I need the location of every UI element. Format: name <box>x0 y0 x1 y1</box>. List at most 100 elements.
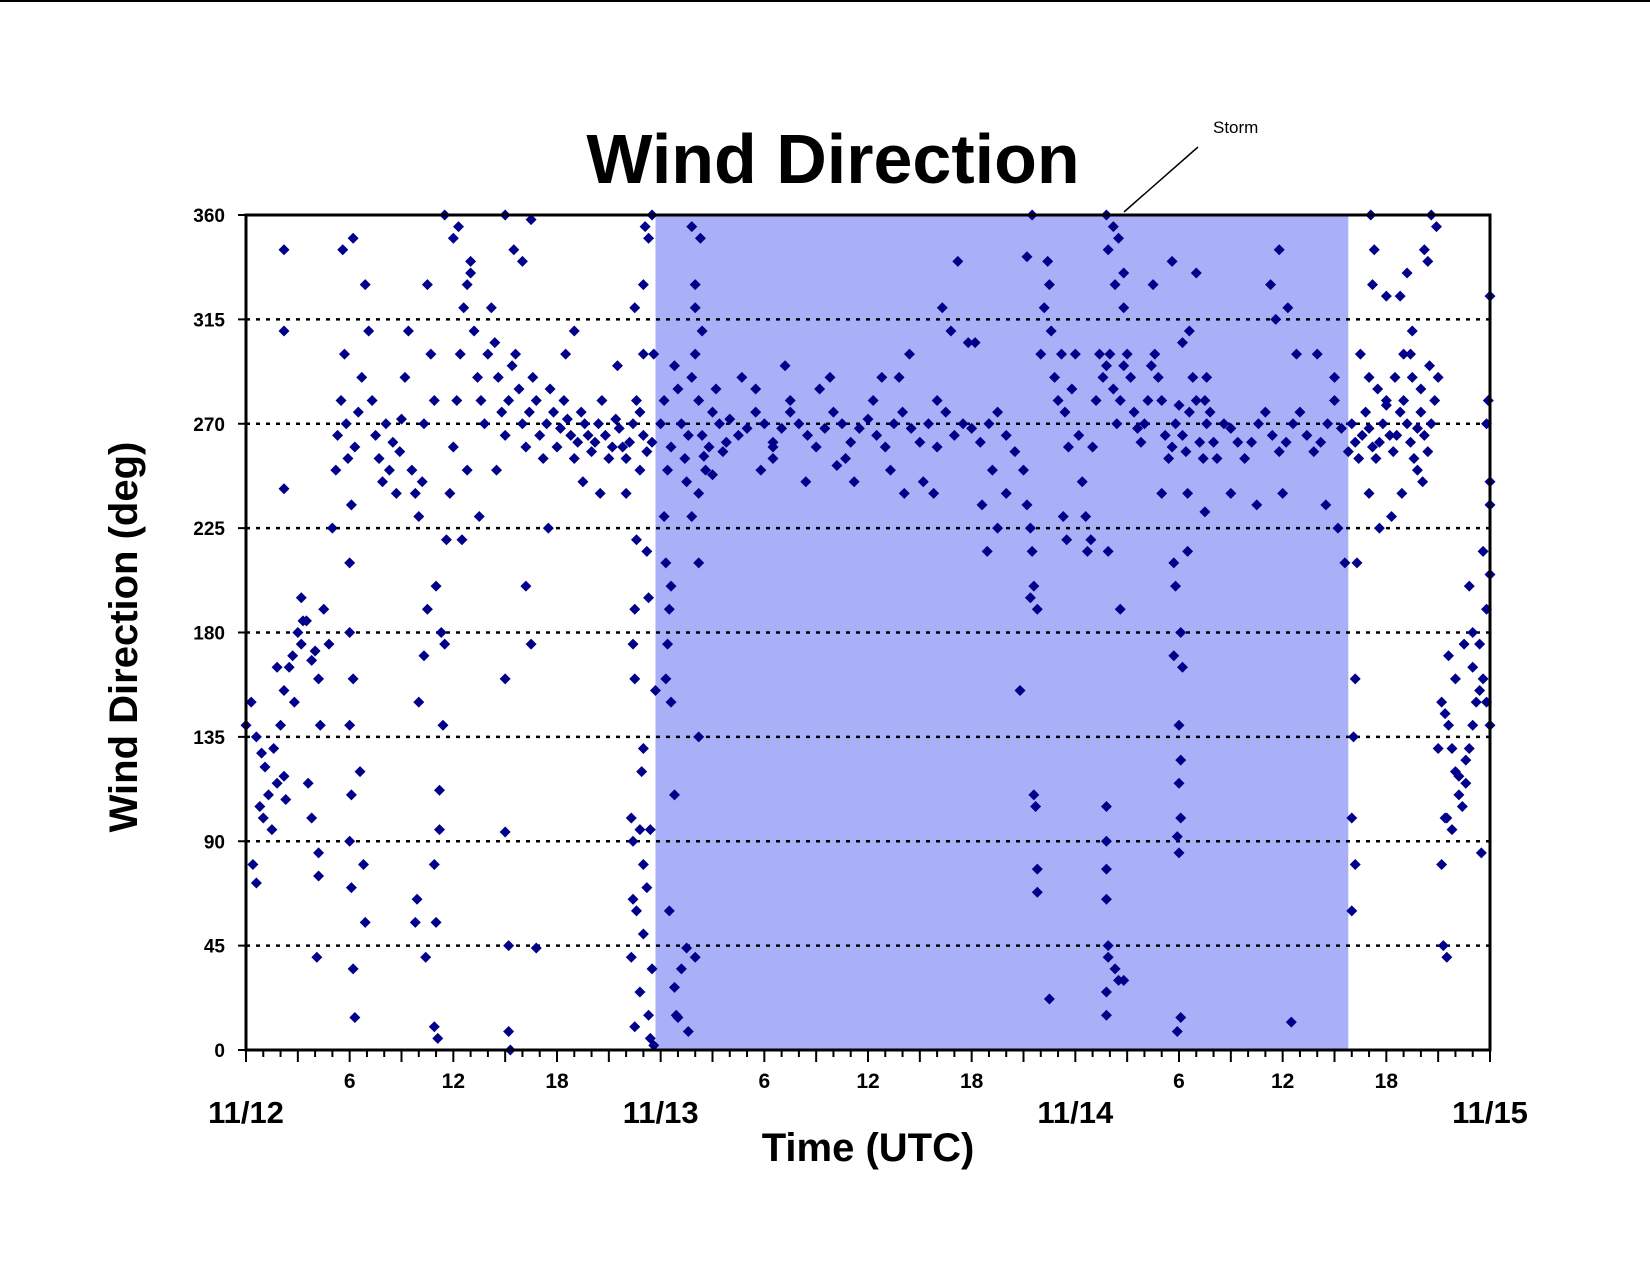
data-point <box>1182 545 1194 557</box>
data-point <box>668 360 680 372</box>
data-point <box>558 395 570 407</box>
data-point <box>867 395 879 407</box>
data-point <box>696 325 708 337</box>
data-point <box>428 1021 440 1033</box>
data-point <box>256 747 268 759</box>
data-point <box>1009 446 1021 458</box>
data-point <box>1401 418 1413 430</box>
data-point <box>853 422 865 434</box>
data-point <box>784 395 796 407</box>
data-point <box>1097 371 1109 383</box>
data-point <box>338 348 350 360</box>
data-point <box>613 422 625 434</box>
data-point <box>1439 812 1451 824</box>
data-point <box>1463 580 1475 592</box>
data-point <box>376 476 388 488</box>
data-point <box>413 511 425 523</box>
data-point <box>871 429 883 441</box>
data-point <box>1301 429 1313 441</box>
data-point <box>1135 436 1147 448</box>
data-point <box>1460 754 1472 766</box>
data-point <box>516 255 528 267</box>
data-point <box>506 360 518 372</box>
data-point <box>1128 406 1140 418</box>
data-point <box>898 487 910 499</box>
data-point <box>827 406 839 418</box>
data-point <box>544 383 556 395</box>
data-point <box>370 429 382 441</box>
data-point <box>1363 422 1375 434</box>
data-point <box>1372 383 1384 395</box>
data-point <box>662 464 674 476</box>
x-hour-label: 12 <box>856 1070 879 1093</box>
data-point <box>1026 545 1038 557</box>
data-point <box>363 325 375 337</box>
data-point <box>503 940 515 952</box>
data-point <box>1168 557 1180 569</box>
data-point <box>1475 847 1487 859</box>
data-point <box>720 436 732 448</box>
data-point <box>679 453 691 465</box>
data-point <box>523 406 535 418</box>
data-point <box>366 395 378 407</box>
data-point <box>1443 719 1455 731</box>
data-point <box>1406 325 1418 337</box>
data-point <box>568 453 580 465</box>
data-point <box>451 395 463 407</box>
data-point <box>1173 719 1185 731</box>
data-point <box>1218 418 1230 430</box>
data-point <box>992 522 1004 534</box>
data-point <box>693 731 705 743</box>
data-point <box>637 279 649 291</box>
data-point <box>1175 754 1187 766</box>
data-point <box>1308 446 1320 458</box>
data-point <box>456 534 468 546</box>
x-hour-label: 6 <box>1173 1070 1185 1093</box>
y-axis-label: Wind Direction (deg) <box>102 442 146 833</box>
data-point <box>347 673 359 685</box>
data-point <box>1038 302 1050 314</box>
data-point <box>1061 534 1073 546</box>
data-point <box>530 942 542 954</box>
data-point <box>627 638 639 650</box>
data-point <box>1391 429 1403 441</box>
y-tick-label: 135 <box>193 728 225 749</box>
data-point <box>1422 255 1434 267</box>
data-point <box>1453 789 1465 801</box>
data-point <box>349 1012 361 1024</box>
data-point <box>1173 847 1185 859</box>
data-point <box>1085 534 1097 546</box>
data-point <box>686 371 698 383</box>
data-point <box>453 221 465 233</box>
data-point <box>1470 696 1482 708</box>
data-point <box>1394 406 1406 418</box>
data-point <box>306 654 318 666</box>
data-point <box>681 476 693 488</box>
data-point <box>629 302 641 314</box>
data-point <box>879 441 891 453</box>
data-point <box>1121 348 1133 360</box>
data-point <box>1424 360 1436 372</box>
data-point <box>1057 511 1069 523</box>
data-point <box>1173 777 1185 789</box>
data-point <box>1354 348 1366 360</box>
data-point <box>1415 383 1427 395</box>
data-point <box>840 453 852 465</box>
data-point <box>931 395 943 407</box>
data-point <box>1443 650 1455 662</box>
data-point <box>724 413 736 425</box>
data-point <box>824 371 836 383</box>
data-point <box>534 429 546 441</box>
data-point <box>1187 371 1199 383</box>
data-point <box>1100 986 1112 998</box>
x-date-label: 11/13 <box>623 1095 699 1130</box>
data-point <box>323 638 335 650</box>
data-point <box>297 615 309 627</box>
data-point <box>359 916 371 928</box>
data-point <box>658 395 670 407</box>
data-point <box>1066 383 1078 395</box>
data-point <box>776 422 788 434</box>
data-point <box>1076 476 1088 488</box>
data-point <box>767 441 779 453</box>
data-point <box>434 824 446 836</box>
